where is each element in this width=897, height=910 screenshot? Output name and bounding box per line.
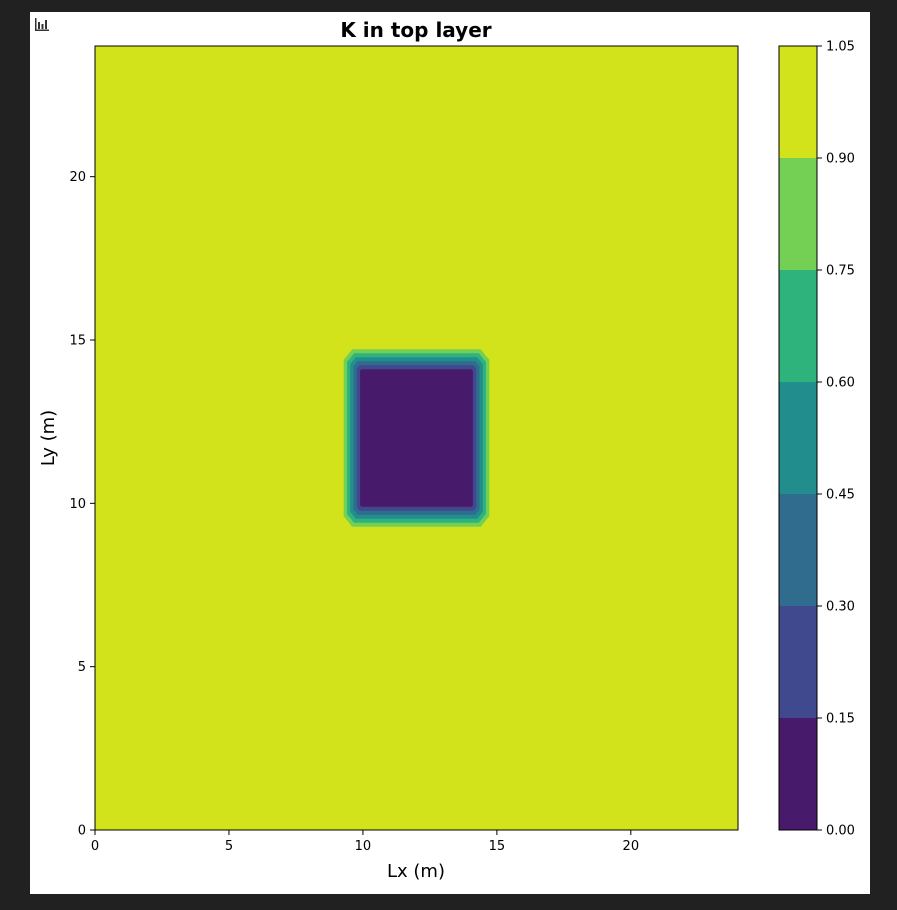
colorbar-tick-label-4: 0.60 bbox=[826, 376, 855, 391]
colorbar-band-4 bbox=[779, 270, 817, 382]
colorbar-band-1 bbox=[779, 606, 817, 718]
chart-output-icon[interactable] bbox=[33, 15, 51, 33]
colorbar-frame bbox=[778, 45, 818, 831]
plot-frame bbox=[94, 45, 739, 831]
y-axis: 0 5 10 15 20 bbox=[69, 170, 95, 839]
colorbar-band-6 bbox=[779, 46, 817, 158]
colorbar bbox=[779, 46, 817, 830]
colorbar-tick-label-7: 1.05 bbox=[826, 40, 855, 55]
y-axis-label: Ly (m) bbox=[38, 410, 59, 466]
colorbar-band-2 bbox=[779, 494, 817, 606]
colorbar-tick-label-1: 0.15 bbox=[826, 712, 855, 727]
k-field-contours bbox=[95, 46, 738, 830]
colorbar-band-5 bbox=[779, 158, 817, 270]
y-tick-label-3: 15 bbox=[69, 334, 86, 349]
x-tick-label-4: 20 bbox=[623, 839, 640, 854]
colorbar-band-0 bbox=[779, 718, 817, 830]
x-axis: 0 5 10 15 20 bbox=[91, 830, 639, 854]
x-tick-label-1: 5 bbox=[225, 839, 233, 854]
chart-title: K in top layer bbox=[340, 18, 491, 42]
colorbar-tick-label-0: 0.00 bbox=[826, 824, 855, 839]
y-tick-label-0: 0 bbox=[78, 824, 86, 839]
colorbar-tick-label-5: 0.75 bbox=[826, 264, 855, 279]
x-tick-label-3: 15 bbox=[489, 839, 506, 854]
x-axis-label: Lx (m) bbox=[387, 861, 445, 882]
y-tick-label-2: 10 bbox=[69, 497, 86, 512]
x-tick-label-0: 0 bbox=[91, 839, 99, 854]
y-tick-label-4: 20 bbox=[69, 170, 86, 185]
x-tick-label-2: 10 bbox=[355, 839, 372, 854]
y-tick-label-1: 5 bbox=[78, 660, 86, 675]
colorbar-tick-label-3: 0.45 bbox=[826, 488, 855, 503]
colorbar-band-3 bbox=[779, 382, 817, 494]
colorbar-tick-label-2: 0.30 bbox=[826, 600, 855, 615]
colorbar-ticks: 0.00 0.15 0.30 0.45 0.60 0.75 0.90 1.05 bbox=[817, 40, 855, 839]
colorbar-tick-label-6: 0.90 bbox=[826, 152, 855, 167]
contour-band-0 bbox=[360, 369, 473, 507]
